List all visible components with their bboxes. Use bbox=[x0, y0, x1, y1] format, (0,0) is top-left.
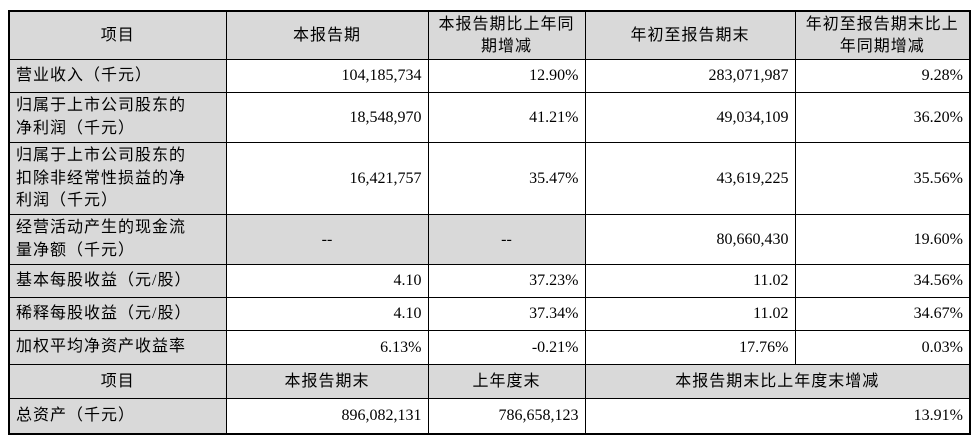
cell-ytd: 11.02 bbox=[584, 297, 796, 332]
cell-ytd: 283,071,987 bbox=[584, 59, 796, 94]
row-label: 归属于上市公司股东的 扣除非经常性损益的净 利润（千元） bbox=[8, 142, 227, 216]
table-row-net-profit-excl-nonrecurring: 归属于上市公司股东的 扣除非经常性损益的净 利润（千元） 16,421,757 … bbox=[8, 142, 971, 216]
table-row-total-assets: 总资产（千元） 896,082,131 786,658,123 13.91% bbox=[8, 398, 971, 435]
cell-current: 16,421,757 bbox=[225, 142, 429, 216]
row-label: 基本每股收益（元/股） bbox=[8, 264, 227, 299]
row-label: 营业收入（千元） bbox=[8, 59, 227, 94]
cell-ytd-yoy: 34.56% bbox=[794, 264, 971, 299]
cell-current: 4.10 bbox=[225, 297, 429, 332]
cell-ytd-yoy: 9.28% bbox=[794, 59, 971, 94]
cell-ytd: 17.76% bbox=[584, 330, 796, 366]
header-current-period-yoy: 本报告期比上年同 期增减 bbox=[427, 10, 586, 61]
financial-summary-table: 项目 本报告期 本报告期比上年同 期增减 年初至报告期末 年初至报告期末比上 年… bbox=[8, 10, 971, 435]
header-period-end-change: 本报告期末比上年度末增减 bbox=[584, 364, 971, 400]
row-label: 加权平均净资产收益率 bbox=[8, 330, 227, 366]
table-row-basic-eps: 基本每股收益（元/股） 4.10 37.23% 11.02 34.56% bbox=[8, 264, 971, 299]
cell-ytd-yoy: 0.03% bbox=[794, 330, 971, 366]
cell-current: 104,185,734 bbox=[225, 59, 429, 94]
cell-period-end: 896,082,131 bbox=[225, 398, 429, 435]
cell-yoy: -0.21% bbox=[427, 330, 586, 366]
row-label: 归属于上市公司股东的 净利润（千元） bbox=[8, 92, 227, 144]
table-row-revenue: 营业收入（千元） 104,185,734 12.90% 283,071,987 … bbox=[8, 59, 971, 94]
header-ytd: 年初至报告期末 bbox=[584, 10, 796, 61]
cell-yoy: 12.90% bbox=[427, 59, 586, 94]
table-row-diluted-eps: 稀释每股收益（元/股） 4.10 37.34% 11.02 34.67% bbox=[8, 297, 971, 332]
cell-yoy: -- bbox=[427, 214, 586, 266]
cell-current: -- bbox=[225, 214, 429, 266]
cell-current: 4.10 bbox=[225, 264, 429, 299]
cell-yoy: 37.34% bbox=[427, 297, 586, 332]
header-current-period: 本报告期 bbox=[225, 10, 429, 61]
cell-ytd-yoy: 35.56% bbox=[794, 142, 971, 216]
cell-yoy: 37.23% bbox=[427, 264, 586, 299]
header-ytd-yoy: 年初至报告期末比上 年同期增减 bbox=[794, 10, 971, 61]
cell-ytd: 43,619,225 bbox=[584, 142, 796, 216]
cell-ytd: 11.02 bbox=[584, 264, 796, 299]
cell-current: 18,548,970 bbox=[225, 92, 429, 144]
header-period-end: 本报告期末 bbox=[225, 364, 429, 400]
cell-ytd-yoy: 19.60% bbox=[794, 214, 971, 266]
cell-change: 13.91% bbox=[584, 398, 971, 435]
table-header-row-2: 项目 本报告期末 上年度末 本报告期末比上年度末增减 bbox=[8, 364, 971, 400]
table-row-operating-cash-flow: 经营活动产生的现金流 量净额（千元） -- -- 80,660,430 19.6… bbox=[8, 214, 971, 266]
row-label: 稀释每股收益（元/股） bbox=[8, 297, 227, 332]
cell-prev-year-end: 786,658,123 bbox=[427, 398, 586, 435]
row-label: 总资产（千元） bbox=[8, 398, 227, 435]
cell-ytd: 80,660,430 bbox=[584, 214, 796, 266]
cell-ytd-yoy: 34.67% bbox=[794, 297, 971, 332]
cell-ytd: 49,034,109 bbox=[584, 92, 796, 144]
row-label: 经营活动产生的现金流 量净额（千元） bbox=[8, 214, 227, 266]
cell-yoy: 35.47% bbox=[427, 142, 586, 216]
header-item: 项目 bbox=[8, 10, 227, 61]
table-row-weighted-avg-roe: 加权平均净资产收益率 6.13% -0.21% 17.76% 0.03% bbox=[8, 330, 971, 366]
table-header-row-1: 项目 本报告期 本报告期比上年同 期增减 年初至报告期末 年初至报告期末比上 年… bbox=[8, 10, 971, 61]
cell-yoy: 41.21% bbox=[427, 92, 586, 144]
cell-current: 6.13% bbox=[225, 330, 429, 366]
cell-ytd-yoy: 36.20% bbox=[794, 92, 971, 144]
table-row-net-profit: 归属于上市公司股东的 净利润（千元） 18,548,970 41.21% 49,… bbox=[8, 92, 971, 144]
header-item-2: 项目 bbox=[8, 364, 227, 400]
header-prev-year-end: 上年度末 bbox=[427, 364, 586, 400]
